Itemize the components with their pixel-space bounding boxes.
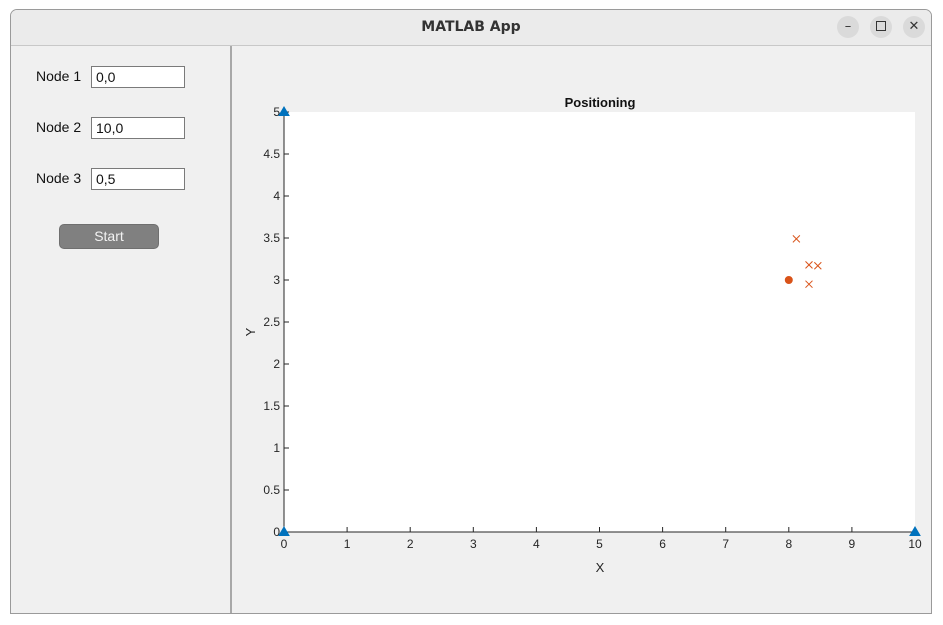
x-tick-label: 5	[596, 537, 603, 551]
plot-panel: 0 1 2 3 4 5 6 7 8 9 10 0 0.5 1 1.5 2 2.5 3 3.5 4 4.5 5 Posit…	[232, 46, 932, 614]
y-tick-label: 1.5	[263, 399, 280, 413]
y-tick-label: 0	[273, 525, 280, 539]
maximize-icon[interactable]	[870, 16, 892, 38]
x-tick-label: 2	[407, 537, 414, 551]
node-2-label: Node 2	[36, 119, 82, 135]
data-points	[278, 106, 921, 536]
positioning-plot[interactable]: 0 1 2 3 4 5 6 7 8 9 10 0 0.5 1 1.5 2 2.5 3 3.5 4 4.5 5 Posit…	[232, 46, 932, 614]
y-tick-label: 3.5	[263, 231, 280, 245]
y-tick-label: 2	[273, 357, 280, 371]
y-tick-label: 1	[273, 441, 280, 455]
node-marker	[278, 526, 290, 536]
plot-area	[284, 112, 915, 532]
start-button[interactable]: Start	[59, 224, 159, 249]
control-panel: Node 1 Node 2 Node 3 Start	[11, 46, 232, 613]
node-3-label: Node 3	[36, 170, 82, 186]
x-tick-label: 3	[470, 537, 477, 551]
close-icon[interactable]: ✕	[903, 16, 925, 38]
x-axis-label: X	[596, 560, 605, 575]
node-1-input[interactable]	[91, 66, 185, 88]
minimize-icon[interactable]: –	[837, 16, 859, 38]
node-1-label: Node 1	[36, 68, 82, 84]
measurement-marker	[813, 261, 822, 270]
node-marker	[909, 526, 921, 536]
y-tick-label: 2.5	[263, 315, 280, 329]
x-tick-label: 9	[849, 537, 856, 551]
x-tick-label: 8	[785, 537, 792, 551]
x-tick-label: 7	[722, 537, 729, 551]
measurement-marker	[805, 261, 813, 269]
y-tick-label: 5	[273, 105, 280, 119]
y-tick-label: 3	[273, 273, 280, 287]
measurement-marker	[805, 280, 813, 289]
x-tick-label: 6	[659, 537, 666, 551]
y-axis-ticks: 0 0.5 1 1.5 2 2.5 3 3.5 4 4.5 5	[263, 105, 289, 539]
x-axis-ticks: 0 1 2 3 4 5 6 7 8 9 10	[281, 527, 922, 551]
estimated-position-marker	[784, 276, 793, 284]
window-title: MATLAB App	[421, 19, 521, 35]
node-marker	[278, 106, 290, 116]
x-tick-label: 1	[344, 537, 351, 551]
y-axis-label: Y	[243, 327, 258, 336]
x-tick-label: 0	[281, 537, 288, 551]
app-window: MATLAB App – ✕ Node 1 Node 2 Node 3 Star…	[10, 9, 932, 614]
y-tick-label: 4.5	[263, 147, 280, 161]
node-2-input[interactable]	[91, 117, 185, 139]
y-tick-label: 4	[273, 189, 280, 203]
title-bar: MATLAB App – ✕	[11, 10, 931, 46]
chart-title: Positioning	[565, 95, 636, 110]
x-tick-label: 4	[533, 537, 540, 551]
y-tick-label: 0.5	[263, 483, 280, 497]
x-tick-label: 10	[908, 537, 922, 551]
measurement-marker	[792, 234, 801, 243]
node-3-input[interactable]	[91, 168, 185, 190]
